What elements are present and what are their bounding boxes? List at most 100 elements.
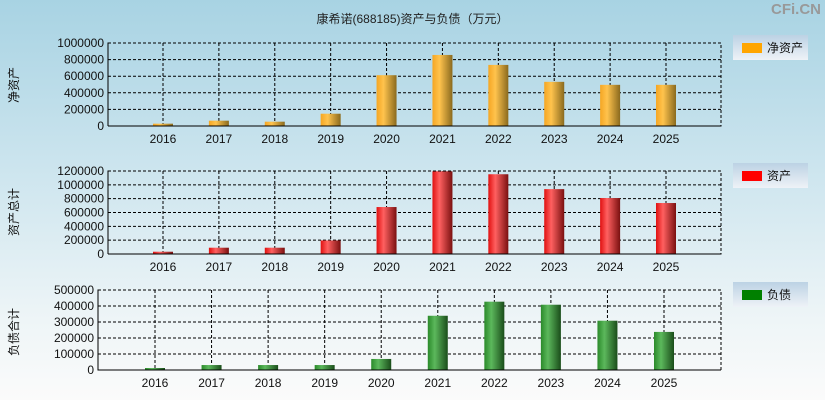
bar-2021 xyxy=(432,171,453,254)
bar-2022 xyxy=(488,64,509,126)
watermark-logo: CFi.CN xyxy=(771,1,821,18)
y-tick-label: 400000 xyxy=(64,219,104,233)
y-tick-label: 800000 xyxy=(64,192,104,206)
y-tick-label: 200000 xyxy=(64,233,104,247)
bar-2024 xyxy=(597,320,618,370)
y-tick-label: 600000 xyxy=(64,206,104,220)
y-axis-label: 负债合计 xyxy=(6,308,21,356)
y-tick-label: 200000 xyxy=(54,331,94,345)
x-tick-label: 2024 xyxy=(597,260,624,274)
legend-net-assets: 净资产 xyxy=(733,35,808,60)
y-tick-label: 1000000 xyxy=(57,36,104,50)
y-tick-label: 1000000 xyxy=(57,178,104,192)
x-tick-label: 2023 xyxy=(541,132,568,146)
bar-2020 xyxy=(371,358,392,370)
bar-2016 xyxy=(153,123,173,126)
chart-title: 康希诺(688185)资产与负债（万元） xyxy=(316,12,509,26)
x-tick-label: 2022 xyxy=(481,376,508,390)
bar-2023 xyxy=(540,304,561,370)
x-tick-label: 2022 xyxy=(485,132,512,146)
x-tick-label: 2024 xyxy=(597,132,624,146)
y-axis-label: 净资产 xyxy=(7,67,21,103)
x-tick-label: 2018 xyxy=(261,260,288,274)
plot-border xyxy=(97,289,722,371)
bar-2021 xyxy=(427,315,448,370)
x-tick-label: 2019 xyxy=(317,132,344,146)
x-tick-label: 2025 xyxy=(651,376,678,390)
x-tick-label: 2016 xyxy=(150,260,177,274)
plot-border xyxy=(107,42,722,127)
y-tick-label: 800000 xyxy=(64,53,104,67)
x-tick-label: 2025 xyxy=(653,132,680,146)
x-tick-label: 2018 xyxy=(261,132,288,146)
bar-2018 xyxy=(258,365,279,370)
legend-swatch xyxy=(742,171,762,181)
bar-2022 xyxy=(484,301,505,370)
y-tick-label: 0 xyxy=(97,119,104,133)
x-tick-label: 2025 xyxy=(653,260,680,274)
x-tick-label: 2021 xyxy=(429,260,456,274)
bar-2019 xyxy=(320,113,341,126)
legend-label: 净资产 xyxy=(767,41,804,55)
bar-2018 xyxy=(264,247,285,254)
x-tick-label: 2020 xyxy=(373,260,400,274)
bar-2025 xyxy=(654,331,674,370)
bar-2018 xyxy=(264,121,285,126)
y-axis-label: 资产总计 xyxy=(7,188,21,236)
legend-liabilities: 负债 xyxy=(733,282,808,307)
bar-2025 xyxy=(656,203,676,254)
bar-2022 xyxy=(488,174,509,254)
x-tick-label: 2020 xyxy=(368,376,395,390)
legend-label: 负债 xyxy=(767,288,792,302)
chart-panel-0: 0 200000 400000 600000 800000 1000000 2016 2017… xyxy=(7,36,722,146)
x-tick-label: 2017 xyxy=(198,376,225,390)
x-tick-label: 2016 xyxy=(142,376,169,390)
y-tick-label: 0 xyxy=(87,363,94,377)
x-tick-label: 2021 xyxy=(429,132,456,146)
x-tick-label: 2022 xyxy=(485,260,512,274)
x-tick-label: 2017 xyxy=(206,260,233,274)
legend-assets: 资产 xyxy=(733,163,808,188)
bar-2020 xyxy=(376,75,397,126)
bar-2023 xyxy=(544,81,565,126)
x-tick-label: 2024 xyxy=(594,376,621,390)
y-tick-label: 0 xyxy=(97,247,104,261)
bar-2016 xyxy=(153,251,173,254)
bar-2023 xyxy=(544,189,565,254)
y-tick-label: 1200000 xyxy=(57,164,104,178)
chart-panel-2: 0 100000 200000 300000 400000 500000 2016 2017 2… xyxy=(6,283,722,390)
y-tick-label: 200000 xyxy=(64,102,104,116)
bar-2017 xyxy=(208,120,229,126)
x-tick-label: 2021 xyxy=(424,376,451,390)
bar-2024 xyxy=(600,198,621,254)
legend-swatch xyxy=(742,43,762,53)
legend-swatch xyxy=(742,290,762,300)
y-tick-label: 400000 xyxy=(54,299,94,313)
legend-label: 资产 xyxy=(767,169,792,183)
y-tick-label: 400000 xyxy=(64,86,104,100)
x-tick-label: 2019 xyxy=(317,260,344,274)
x-tick-label: 2017 xyxy=(206,132,233,146)
bar-2019 xyxy=(314,365,335,370)
y-tick-label: 500000 xyxy=(54,283,94,297)
y-tick-label: 600000 xyxy=(64,69,104,83)
x-tick-label: 2020 xyxy=(373,132,400,146)
bar-2025 xyxy=(656,84,676,126)
bar-2017 xyxy=(201,365,222,370)
bar-2021 xyxy=(432,54,453,127)
bar-2019 xyxy=(320,240,341,254)
x-tick-label: 2023 xyxy=(538,376,565,390)
y-tick-label: 300000 xyxy=(54,315,94,329)
x-tick-label: 2018 xyxy=(255,376,282,390)
bar-2020 xyxy=(376,207,397,254)
x-tick-label: 2019 xyxy=(311,376,338,390)
bar-2024 xyxy=(600,84,621,126)
x-tick-label: 2016 xyxy=(150,132,177,146)
bar-2017 xyxy=(208,247,229,254)
bar-2016 xyxy=(145,368,165,370)
x-tick-label: 2023 xyxy=(541,260,568,274)
y-tick-label: 100000 xyxy=(54,347,94,361)
